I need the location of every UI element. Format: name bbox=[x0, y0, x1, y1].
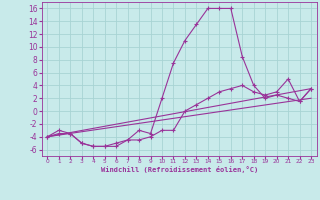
X-axis label: Windchill (Refroidissement éolien,°C): Windchill (Refroidissement éolien,°C) bbox=[100, 166, 258, 173]
